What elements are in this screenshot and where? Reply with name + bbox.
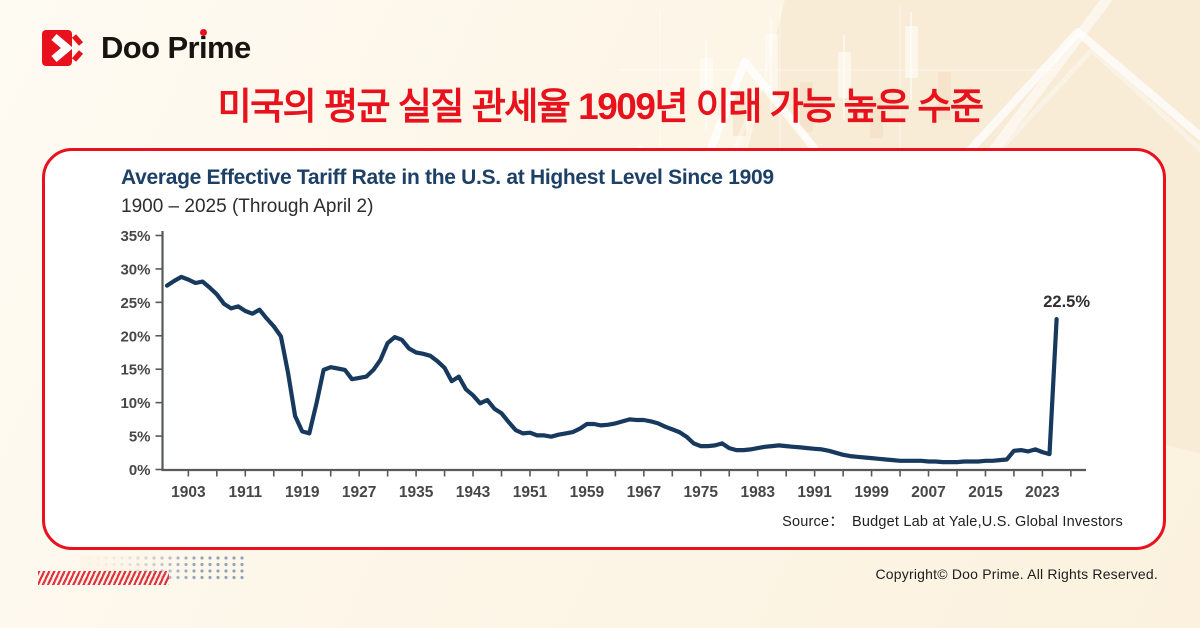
brand-name: Doo Prime <box>101 24 251 72</box>
x-tick-label: 1991 <box>797 484 832 501</box>
brand-i-red-dot: i <box>199 24 208 72</box>
y-tick-label: 35% <box>120 228 150 245</box>
decorative-stripe-bar <box>38 571 169 585</box>
source-line: Source： Budget Lab at Yale,U.S. Global In… <box>782 510 1123 531</box>
y-tick-label: 25% <box>120 295 150 312</box>
chart-title: Average Effective Tariff Rate in the U.S… <box>121 166 774 189</box>
x-tick-label: 1911 <box>228 484 262 501</box>
chart-card: Average Effective Tariff Rate in the U.S… <box>42 148 1166 550</box>
tariff-rate-line-chart: 0% 5% 10% 15% 20% 25% 30% 35% 1903 1911 1919 1927 19… <box>120 228 1090 501</box>
copyright-text: Copyright© Doo Prime. All Rights Reserve… <box>875 566 1158 582</box>
page-title: 미국의 평균 실질 관세율 1909년 이래 가능 높은 수준 <box>217 86 984 127</box>
y-tick-label: 20% <box>120 328 150 345</box>
x-tick-label: 1935 <box>399 484 434 501</box>
source-label: Source： <box>782 514 844 530</box>
source-text: Budget Lab at Yale,U.S. Global Investors <box>851 514 1123 530</box>
doo-prime-logo-icon <box>42 30 84 66</box>
x-tick-label: 1967 <box>627 484 661 501</box>
peak-value-annotation: 22.5% <box>1043 293 1090 311</box>
x-tick-label: 1983 <box>740 484 775 501</box>
tariff-rate-line <box>164 274 1059 465</box>
x-tick-label: 1903 <box>171 484 206 501</box>
x-tick-label: 1999 <box>854 484 889 501</box>
x-tick-label: 1975 <box>684 484 719 501</box>
x-tick-label: 1927 <box>342 484 376 501</box>
x-tick-label: 1951 <box>513 484 548 501</box>
brand-header: Doo Prime <box>40 24 251 72</box>
x-tick-label: 2023 <box>1025 484 1060 501</box>
y-tick-label: 0% <box>129 462 151 479</box>
y-tick-label: 5% <box>129 429 151 446</box>
x-tick-label: 2007 <box>911 484 945 501</box>
chart-subtitle: 1900 – 2025 (Through April 2) <box>121 196 374 217</box>
y-tick-label: 30% <box>120 261 150 278</box>
x-tick-label: 1943 <box>456 484 491 501</box>
x-tick-label: 2015 <box>968 484 1003 501</box>
x-tick-label: 1959 <box>570 484 605 501</box>
x-tick-label: 1919 <box>285 484 320 501</box>
y-tick-label: 10% <box>120 395 150 412</box>
y-tick-label: 15% <box>120 362 150 379</box>
